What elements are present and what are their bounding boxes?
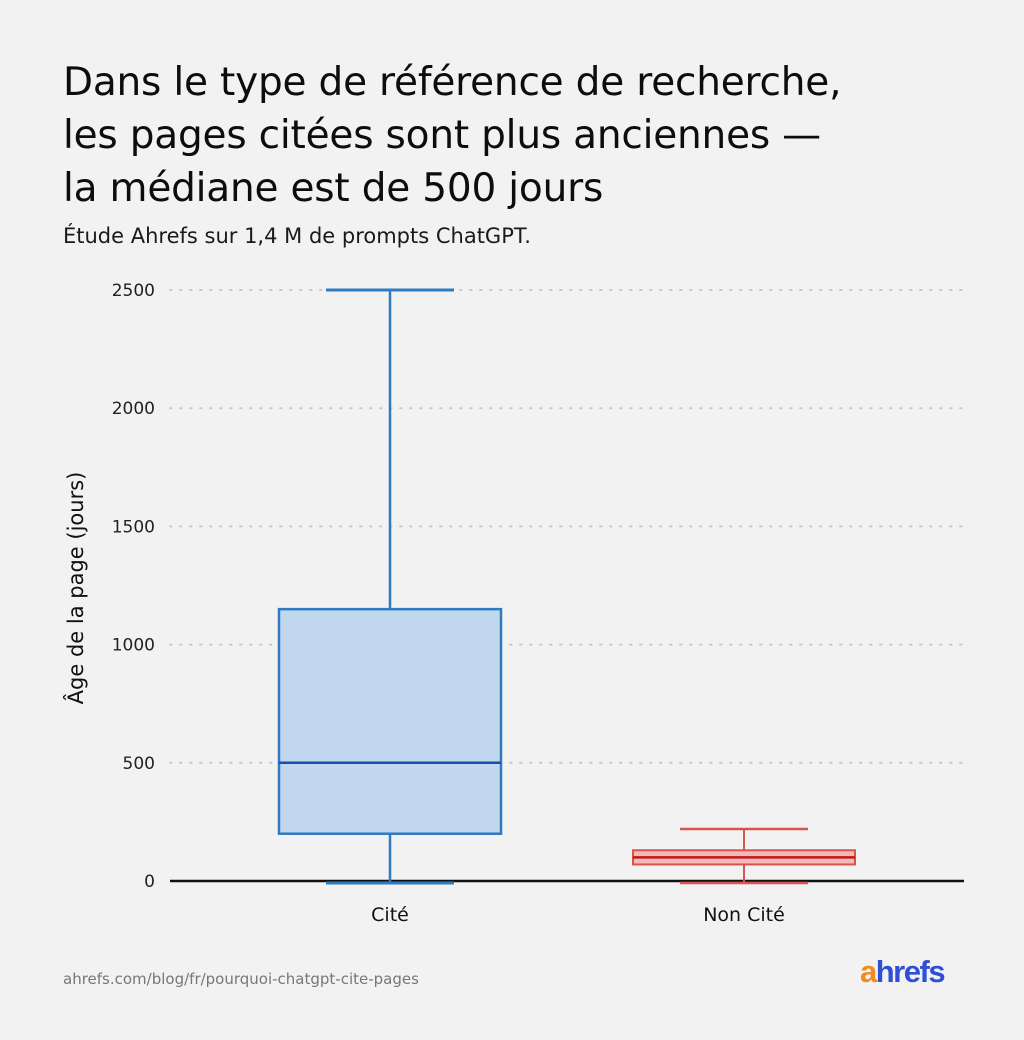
box-iqr xyxy=(277,607,503,835)
ahrefs-logo: ahrefs xyxy=(860,954,946,989)
source-url: ahrefs.com/blog/fr/pourquoi-chatgpt-cite… xyxy=(63,970,419,988)
y-tick-label: 2000 xyxy=(112,399,155,419)
title-line-3: la médiane est de 500 jours xyxy=(63,166,604,211)
chart-title: Dans le type de référence de recherche, … xyxy=(63,56,983,215)
y-tick-label: 1500 xyxy=(112,517,155,537)
y-tick-label: 2500 xyxy=(112,281,155,301)
y-tick-label: 1000 xyxy=(112,636,155,656)
chart-subtitle: Étude Ahrefs sur 1,4 M de prompts ChatGP… xyxy=(63,224,531,248)
title-line-2: les pages citées sont plus anciennes — xyxy=(63,113,821,158)
x-category-label: Non Cité xyxy=(703,904,785,926)
x-category-label: Cité xyxy=(371,904,409,926)
y-tick-label: 500 xyxy=(123,754,155,774)
y-axis-label: Âge de la page (jours) xyxy=(63,472,88,705)
y-tick-label: 0 xyxy=(144,872,155,892)
title-line-1: Dans le type de référence de recherche, xyxy=(63,60,842,105)
